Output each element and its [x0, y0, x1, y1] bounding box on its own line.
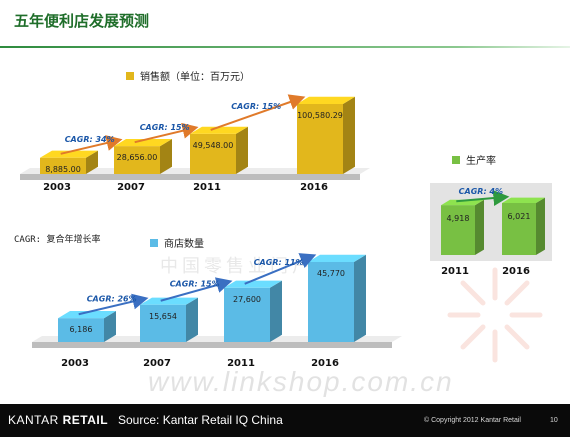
productivity-legend-label: 生产率 — [466, 156, 496, 167]
productivity-value-label: 6,021 — [508, 212, 531, 221]
stores-bar-top — [308, 254, 366, 262]
sales-bar — [40, 157, 86, 174]
productivity-cagr-label: CAGR: 4% — [459, 187, 503, 196]
sales-bar — [190, 133, 236, 174]
sunburst-watermark-icon — [447, 267, 543, 363]
productivity-category-label: 2011 — [441, 266, 469, 277]
sales-category-label: 2016 — [300, 182, 328, 193]
sales-cagr-label: CAGR: 15% — [140, 123, 190, 132]
sales-bar-side — [343, 96, 355, 174]
productivity-bar-top — [441, 199, 484, 206]
sales-cagr-arrow — [60, 135, 123, 155]
stores-cagr-label: CAGR: 15% — [170, 279, 220, 288]
sales-cagr-arrow — [134, 122, 199, 144]
chart-canvas: 8,885.00 2003 28,656.00 2007 49,548.00 2011 10… — [20, 94, 552, 369]
stores-category-label: 2003 — [61, 358, 89, 369]
sales-cagr-label: CAGR: 34% — [65, 135, 115, 144]
sales-bar-top — [190, 126, 248, 134]
sales-chart: 8,885.00 2003 28,656.00 2007 49,548.00 2011 10… — [20, 94, 370, 193]
sales-value-label: 8,885.00 — [45, 165, 81, 174]
stores-category-label: 2007 — [143, 358, 171, 369]
stores-category-label: 2016 — [311, 358, 339, 369]
sales-bar-side — [86, 150, 98, 174]
sales-value-label: 49,548.00 — [193, 141, 234, 150]
footer-bar: KANTAR RETAIL Source: Kantar Retail IQ C… — [0, 404, 570, 437]
stores-bar-top — [224, 280, 282, 288]
sales-bar-top — [40, 150, 98, 158]
stores-bar-side — [354, 254, 366, 342]
stores-bar-top — [58, 311, 116, 319]
sales-bar-side — [236, 126, 248, 174]
stores-category-label: 2011 — [227, 358, 255, 369]
productivity-bar-top — [502, 197, 545, 203]
stores-bar-side — [186, 297, 198, 342]
stores-floor-edge — [32, 342, 392, 348]
productivity-bar — [441, 205, 475, 255]
sales-bar — [114, 146, 160, 174]
stores-bar — [224, 287, 270, 342]
stores-cagr-label: CAGR: 26% — [87, 294, 137, 303]
stores-value-label: 6,186 — [70, 325, 93, 334]
sales-cagr-arrow — [210, 94, 306, 131]
stores-chart: 6,186 2003 15,654 2007 27,600 2011 45,770 2016 C… — [32, 253, 402, 369]
productivity-value-label: 4,918 — [447, 214, 470, 223]
sales-legend: 销售额（单位：百万元） — [126, 68, 250, 83]
productivity-chart: 4,918 2011 6,021 2016 CAGR: 4% — [441, 187, 545, 277]
stores-bar-top — [140, 297, 198, 305]
source-text: Source: Kantar Retail IQ China — [118, 413, 283, 427]
sales-bar — [297, 104, 343, 174]
stores-bar — [58, 318, 104, 342]
productivity-cagr-arrow — [456, 190, 510, 206]
stores-cagr-label: CAGR: 11% — [254, 258, 304, 267]
sales-bar-side — [160, 138, 172, 174]
productivity-legend: 生产率 — [452, 152, 496, 167]
sales-value-label: 28,656.00 — [117, 153, 158, 162]
brand-logo: KANTAR RETAIL — [8, 413, 108, 427]
productivity-bar-side — [475, 199, 484, 255]
cagr-note: CAGR: 复合年增长率 — [14, 235, 101, 245]
productivity-category-label: 2016 — [502, 266, 530, 277]
sales-legend-swatch — [126, 71, 134, 80]
stores-cagr-arrow — [244, 253, 317, 285]
productivity-bar — [502, 203, 536, 255]
stores-bar — [308, 262, 354, 342]
sales-legend-label: 销售额（单位：百万元） — [140, 72, 250, 83]
page-number: 10 — [550, 417, 558, 424]
sales-category-label: 2007 — [117, 182, 145, 193]
sales-cagr-label: CAGR: 15% — [231, 102, 281, 111]
page-title: 五年便利店发展预测 — [14, 12, 150, 30]
stores-bar — [140, 304, 186, 342]
brand-name: KANTAR — [8, 413, 59, 427]
sales-bar-top — [114, 138, 172, 147]
stores-value-label: 15,654 — [149, 312, 177, 321]
stores-legend: 商店数量 — [150, 235, 204, 250]
stores-value-label: 45,770 — [317, 269, 345, 278]
stores-bar-side — [104, 311, 116, 342]
stores-bar-side — [270, 280, 282, 342]
stores-cagr-arrow — [78, 293, 149, 316]
productivity-bar-side — [536, 197, 545, 255]
sales-bar-top — [297, 96, 355, 104]
productivity-legend-swatch — [452, 155, 460, 164]
stores-legend-swatch — [150, 238, 158, 247]
sales-category-label: 2003 — [43, 182, 71, 193]
stores-legend-label: 商店数量 — [164, 239, 204, 250]
sales-value-label: 100,580.29 — [297, 111, 343, 120]
title-rule — [0, 46, 570, 48]
copyright-text: © Copyright 2012 Kantar Retail — [424, 417, 521, 424]
brand-suffix: RETAIL — [62, 413, 109, 427]
sales-floor-edge — [20, 174, 360, 180]
stores-value-label: 27,600 — [233, 295, 261, 304]
sales-category-label: 2011 — [193, 182, 221, 193]
watermark-url: www.linkshop.com.cn — [148, 366, 454, 397]
stores-cagr-arrow — [160, 277, 233, 302]
